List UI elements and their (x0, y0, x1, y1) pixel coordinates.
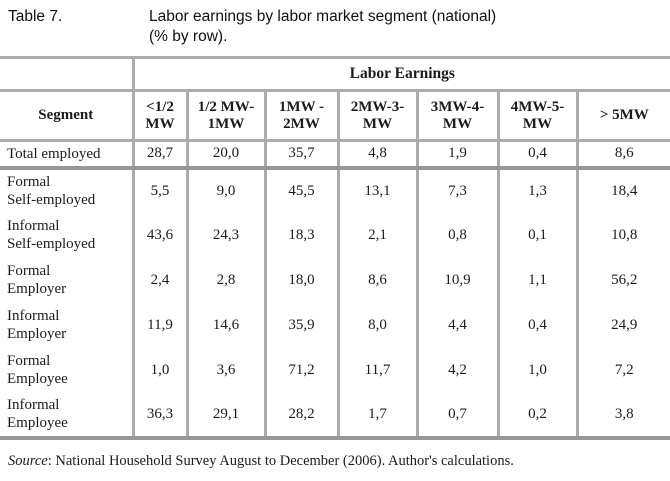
table-cell: 7,3 (415, 167, 498, 213)
table-cell: 4,4 (415, 302, 498, 348)
table-cell: 1,3 (496, 167, 577, 213)
table-row-informal-employee: Informal Employee 36,3 29,1 28,2 1,7 0,7… (0, 392, 670, 438)
table-number: Table 7. (8, 8, 63, 25)
table-cell: 24,9 (575, 302, 670, 348)
table-cell: 43,6 (131, 212, 187, 258)
table-row-formal-self-employed: Formal Self-employed 5,5 9,0 45,5 13,1 7… (0, 167, 670, 213)
row-label: Formal Employee (7, 353, 68, 387)
table-cell: 7,2 (575, 347, 670, 393)
table-row-formal-employer: Formal Employer 2,4 2,8 18,0 8,6 10,9 1,… (0, 257, 670, 303)
table-cell: 3,6 (185, 347, 265, 393)
row-label: Informal Self-employed (7, 218, 96, 252)
table-cell: 36,3 (131, 392, 187, 438)
table-cell: 35,9 (263, 302, 338, 348)
table-cell: 3,8 (575, 392, 670, 438)
table-cell: 18,4 (575, 167, 670, 213)
source-label: Source (8, 452, 48, 469)
column-header: 3MW-4- MW (415, 90, 498, 142)
table-cell: 24,3 (185, 212, 265, 258)
table-caption: Table 7. Labor earnings by labor market … (0, 0, 670, 56)
source-text: : National Household Survey August to De… (47, 452, 514, 469)
table-row-total-employed: Total employed 28,7 20,0 35,7 4,8 1,9 0,… (0, 140, 670, 170)
table-cell: 11,7 (336, 347, 417, 393)
table-cell: 2,4 (131, 257, 187, 303)
empty-corner-cell (0, 57, 133, 92)
table-row-informal-self-employed: Informal Self-employed 43,6 24,3 18,3 2,… (0, 212, 670, 258)
table-cell: 1,0 (131, 347, 187, 393)
row-label: Informal Employee (7, 397, 68, 431)
table-row-informal-employer: Informal Employer 11,9 14,6 35,9 8,0 4,4… (0, 302, 670, 348)
group-header-labor-earnings: Labor Earnings (131, 57, 670, 92)
table-cell: 18,0 (263, 257, 338, 303)
table-cell: 29,1 (185, 392, 265, 438)
table-cell: 20,0 (185, 140, 265, 170)
table-cell: 9,0 (185, 167, 265, 213)
table-cell: 1,1 (496, 257, 577, 303)
group-header-row: Labor Earnings (0, 57, 670, 92)
table-cell: 13,1 (336, 167, 417, 213)
table-cell: 2,8 (185, 257, 265, 303)
table-cell: 1,0 (496, 347, 577, 393)
column-header: 2MW-3- MW (336, 90, 417, 142)
table-cell: 28,2 (263, 392, 338, 438)
column-header-segment: Segment (0, 90, 133, 142)
table-cell: 11,9 (131, 302, 187, 348)
table-cell: 8,6 (336, 257, 417, 303)
row-label: Formal Self-employed (7, 174, 96, 208)
table-cell: 10,9 (415, 257, 498, 303)
table-cell: 5,5 (131, 167, 187, 213)
column-header: <1/2 MW (131, 90, 187, 142)
table-cell: 8,0 (336, 302, 417, 348)
table-cell: 0,7 (415, 392, 498, 438)
table-cell: 56,2 (575, 257, 670, 303)
table-cell: 1,9 (415, 140, 498, 170)
table-cell: 18,3 (263, 212, 338, 258)
row-label: Total employed (0, 140, 133, 170)
column-header: 1/2 MW- 1MW (185, 90, 265, 142)
table-cell: 10,8 (575, 212, 670, 258)
source-note: Source: National Household Survey August… (0, 440, 670, 470)
column-header: 1MW - 2MW (263, 90, 338, 142)
table-cell: 0,4 (496, 140, 577, 170)
table-cell: 28,7 (131, 140, 187, 170)
table-cell: 8,6 (575, 140, 670, 170)
labor-earnings-table: Labor Earnings Segment <1/2 MW 1/2 MW- 1… (0, 56, 670, 440)
table-cell: 4,8 (336, 140, 417, 170)
table-cell: 45,5 (263, 167, 338, 213)
table-cell: 0,2 (496, 392, 577, 438)
table-title: Labor earnings by labor market segment (… (149, 8, 497, 45)
table-cell: 0,8 (415, 212, 498, 258)
table-row-formal-employee: Formal Employee 1,0 3,6 71,2 11,7 4,2 1,… (0, 347, 670, 393)
column-header-row: Segment <1/2 MW 1/2 MW- 1MW 1MW - 2MW 2M… (0, 90, 670, 142)
row-label: Informal Employer (7, 308, 67, 342)
column-header: 4MW-5- MW (496, 90, 577, 142)
table-cell: 1,7 (336, 392, 417, 438)
table-cell: 0,4 (496, 302, 577, 348)
table-cell: 71,2 (263, 347, 338, 393)
row-label: Formal Employer (7, 263, 67, 297)
table-cell: 0,1 (496, 212, 577, 258)
table-cell: 35,7 (263, 140, 338, 170)
table-cell: 14,6 (185, 302, 265, 348)
column-header: > 5MW (575, 90, 670, 142)
table-cell: 2,1 (336, 212, 417, 258)
table-cell: 4,2 (415, 347, 498, 393)
